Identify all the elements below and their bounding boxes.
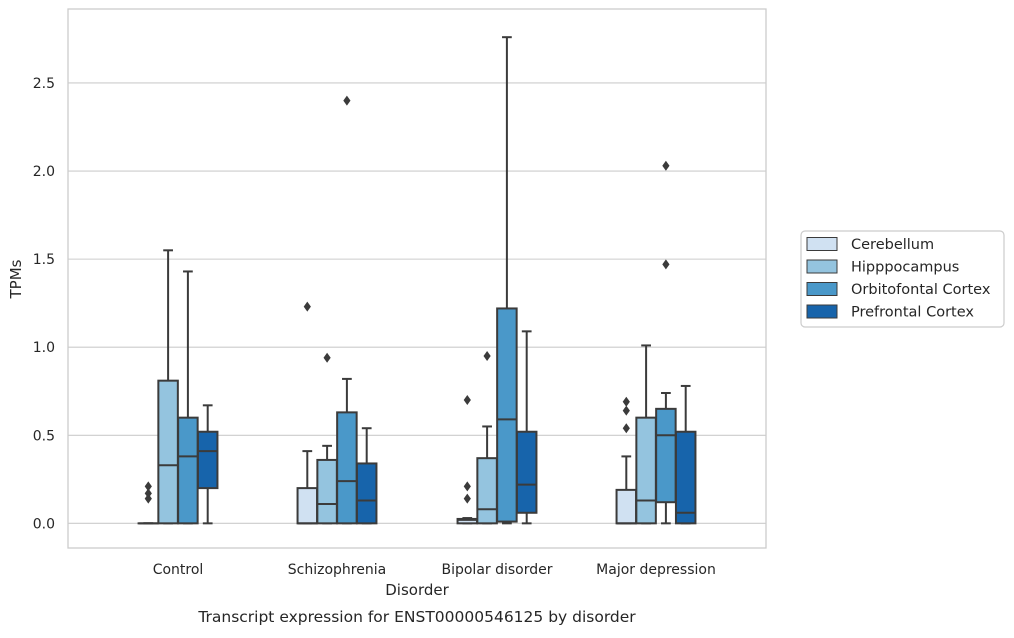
chart-caption: Transcript expression for ENST0000054612… [197, 608, 636, 626]
outlier-point [623, 406, 630, 416]
outlier-point [304, 302, 311, 312]
legend-swatch [807, 283, 837, 296]
box-orbitofontal-cortex [656, 161, 676, 524]
box-body [178, 418, 198, 524]
outlier-point [324, 353, 331, 363]
box-body [617, 490, 637, 523]
y-tick-label: 1.0 [33, 340, 55, 356]
outlier-point [662, 161, 669, 171]
box-body [337, 412, 357, 523]
box-body [198, 432, 218, 488]
y-tick-label: 0.0 [33, 516, 55, 532]
box-prefrontal-cortex [517, 331, 537, 523]
box-body [517, 432, 537, 513]
x-tick-label: Schizophrenia [288, 562, 386, 578]
legend-swatch [807, 305, 837, 318]
x-axis-ticks: Control Schizophrenia Bipolar disorder Majo… [153, 562, 716, 578]
box-prefrontal-cortex [357, 428, 377, 523]
outlier-point [623, 423, 630, 433]
y-axis-ticks: 0.0 0.5 1.0 1.5 2.0 2.5 [33, 76, 55, 532]
outlier-point [464, 395, 471, 405]
box-orbitofontal-cortex [178, 271, 198, 523]
box-hipppocampus [317, 353, 337, 524]
box-body [357, 463, 377, 523]
box-orbitofontal-cortex [497, 37, 517, 523]
legend-label: Cerebellum [851, 237, 934, 253]
box-body [158, 381, 178, 524]
y-tick-label: 0.5 [33, 428, 55, 444]
box-body [676, 432, 696, 524]
y-tick-label: 2.0 [33, 164, 55, 180]
box-cerebellum [298, 302, 318, 524]
box-body [636, 418, 656, 524]
legend-swatch [807, 260, 837, 273]
box-body [298, 488, 318, 523]
outlier-point [623, 397, 630, 407]
legend-label: Prefrontal Cortex [851, 305, 974, 321]
box-hipppocampus [636, 345, 656, 523]
y-tick-label: 2.5 [33, 76, 55, 92]
legend-label: Orbitofontal Cortex [851, 282, 991, 298]
outlier-point [662, 259, 669, 269]
box-cerebellum [139, 481, 159, 523]
box-body [317, 460, 337, 523]
box-cerebellum [458, 395, 478, 523]
box-prefrontal-cortex [198, 405, 218, 523]
legend-swatch [807, 238, 837, 251]
box-body [477, 458, 497, 523]
legend: Cerebellum Hipppocampus Orbitofontal Corte… [801, 231, 1004, 327]
outlier-point [145, 481, 152, 491]
box-groups [139, 37, 696, 523]
outlier-point [484, 351, 491, 361]
box-prefrontal-cortex [676, 386, 696, 523]
box-body [656, 409, 676, 502]
box-cerebellum [617, 397, 637, 524]
x-tick-label: Bipolar disorder [441, 562, 552, 578]
box-hipppocampus [477, 351, 497, 523]
outlier-point [464, 494, 471, 504]
x-axis-label: Disorder [385, 581, 449, 599]
outlier-point [464, 481, 471, 491]
box-body [497, 308, 517, 521]
box-orbitofontal-cortex [337, 96, 357, 524]
y-axis-label: TPMs [7, 259, 25, 299]
box-hipppocampus [158, 250, 178, 523]
legend-label: Hipppocampus [851, 260, 959, 276]
y-tick-label: 1.5 [33, 252, 55, 268]
x-tick-label: Major depression [596, 562, 716, 578]
outlier-point [343, 96, 350, 106]
x-tick-label: Control [153, 562, 204, 578]
